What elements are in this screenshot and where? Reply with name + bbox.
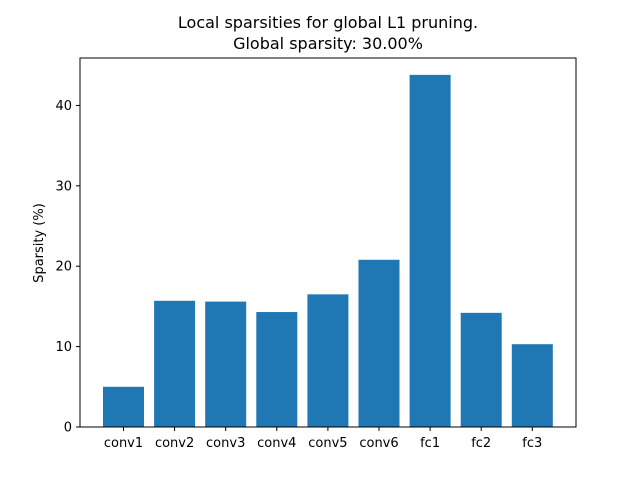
x-tick-label: conv5	[308, 436, 347, 451]
x-tick-label: conv2	[155, 436, 194, 451]
bar-fc1	[409, 74, 451, 427]
bar-conv6	[358, 259, 400, 427]
y-axis-ticks: 0 10 20 30 40	[55, 99, 80, 436]
x-tick-label: conv1	[104, 436, 143, 451]
chart-subtitle: Global sparsity: 30.00%	[233, 34, 423, 53]
bar-conv4	[256, 312, 298, 427]
bar-conv5	[307, 294, 349, 427]
y-tick-label: 40	[55, 99, 72, 114]
x-tick-label: fc1	[420, 436, 440, 451]
y-tick-label: 0	[64, 421, 72, 436]
bar-conv2	[154, 300, 196, 427]
y-axis-label: Sparsity (%)	[32, 203, 47, 283]
chart-title: Local sparsities for global L1 pruning.	[178, 13, 478, 32]
x-tick-label: fc3	[522, 436, 542, 451]
y-tick-label: 10	[55, 340, 72, 355]
x-axis-ticks: conv1 conv2 conv3 conv4 conv5 conv6 fc1 fc2 fc3	[104, 427, 542, 451]
x-tick-label: conv4	[257, 436, 296, 451]
bar-conv3	[205, 301, 247, 427]
y-tick-label: 20	[55, 260, 72, 275]
bar-fc3	[511, 344, 553, 427]
y-tick-label: 30	[55, 179, 72, 194]
bar-conv1	[103, 386, 144, 427]
x-tick-label: conv3	[206, 436, 245, 451]
bars	[103, 74, 553, 427]
bar-fc2	[460, 312, 502, 427]
x-tick-label: conv6	[359, 436, 398, 451]
x-tick-label: fc2	[471, 436, 491, 451]
axes-frame	[79, 57, 577, 428]
